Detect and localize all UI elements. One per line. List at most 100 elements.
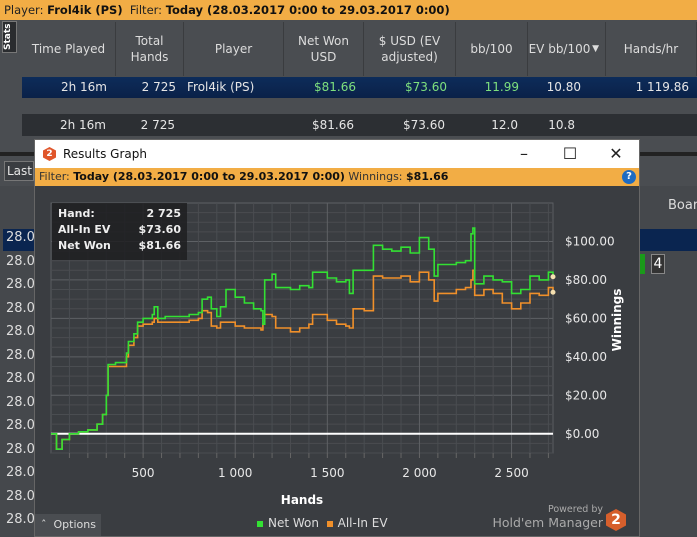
winnings-label: Winnings: (348, 170, 403, 183)
total-bb100: 12.0 (491, 118, 518, 132)
table-total-row: 2h 16m 2 725 $81.66 $73.60 12.0 10.8 (22, 114, 697, 136)
legend-swatch (326, 520, 333, 527)
bg-selected-row (640, 229, 697, 251)
player-filter-bar: Player: Frol4ik (PS) Filter: Today (28.0… (0, 0, 697, 20)
y-tick-label: $0.00 (565, 427, 599, 441)
window-title: Results Graph (63, 147, 147, 161)
winnings-value: $81.66 (406, 170, 449, 183)
col-player[interactable]: Player (184, 22, 284, 76)
maximize-button[interactable]: ☐ (562, 144, 578, 163)
last-button[interactable]: Last (4, 161, 34, 181)
date-cell[interactable]: 28.0 (6, 324, 35, 339)
tooltip-value: $73.60 (138, 223, 181, 236)
graph-filter-bar: Filter: Today (28.03.2017 0:00 to 29.03.… (35, 168, 639, 186)
hover-tooltip: Hand: 2 725 All-In EV $73.60 Net Won $81.66 (52, 203, 187, 260)
sort-desc-icon: ▼ (592, 44, 599, 54)
date-cell[interactable]: 28.0 (6, 300, 35, 316)
bg-selected-left (3, 229, 34, 251)
legend-label: All-In EV (337, 516, 388, 530)
legend-item-net-won[interactable]: Net Won (257, 516, 319, 530)
col-net-won[interactable]: Net Won USD (284, 22, 364, 76)
legend-swatch (257, 520, 263, 527)
results-graph-window: 2 Results Graph – ☐ ✕ Filter: Today (28.… (34, 139, 640, 537)
y-axis-label: Winnings (610, 289, 624, 352)
total-ev-adj: $73.60 (403, 118, 445, 132)
date-column: 28.0 28.0 28.0 28.0 28.0 28.0 28.0 28.0 28.0 28.0… (0, 228, 35, 534)
options-label: Options (53, 518, 96, 531)
legend-label: Net Won (268, 516, 319, 530)
col-ev-adjusted[interactable]: $ USD (EV adjusted) (364, 22, 456, 76)
total-time: 2h 16m (59, 118, 106, 132)
brand-name: Hold'em Manager (492, 515, 603, 530)
cell-hands: 2 725 (141, 80, 176, 94)
tooltip-row: All-In EV $73.60 (58, 223, 181, 239)
date-cell[interactable]: 28.0 (6, 230, 35, 245)
window-titlebar[interactable]: 2 Results Graph – ☐ ✕ (35, 140, 639, 168)
date-cell[interactable]: 28.0 (6, 418, 35, 433)
y-tick-label: $80.00 (565, 273, 607, 287)
cell-player: Frol4ik (PS) (187, 80, 255, 94)
x-tick-label: 2 000 (402, 466, 436, 480)
close-button[interactable]: ✕ (609, 144, 623, 163)
cell-ev-bb100: 10.80 (546, 80, 581, 94)
options-button[interactable]: ˆ Options (35, 514, 101, 536)
date-cell[interactable]: 28.0 (6, 512, 35, 527)
col-ev-bb100-label: EV bb/100 (528, 42, 591, 56)
cell-ev-adj: $73.60 (405, 80, 447, 94)
col-time-played[interactable]: Time Played (22, 22, 116, 76)
minimize-button[interactable]: – (520, 144, 528, 163)
date-cell[interactable]: 28.0 (6, 394, 35, 410)
help-icon[interactable]: ? (622, 170, 636, 184)
y-tick-label: $20.00 (565, 388, 607, 402)
date-cell[interactable]: 28.0 (6, 488, 35, 504)
series-line-net-won (51, 227, 554, 450)
filter-value: Today (28.03.2017 0:00 to 29.03.2017 0:0… (73, 170, 345, 183)
tooltip-label: Net Won (58, 239, 111, 252)
player-name: Frol4ik (PS) (47, 3, 123, 17)
series-end-point (550, 274, 556, 280)
tooltip-label: All-In EV (58, 223, 111, 236)
badge: 4 (651, 254, 665, 274)
date-cell[interactable]: 28.0 (6, 441, 35, 457)
col-total-hands[interactable]: Total Hands (116, 22, 184, 76)
y-tick-label: $100.00 (565, 234, 615, 248)
x-tick-label: 1 500 (310, 466, 344, 480)
filter-value: Today (28.03.2017 0:00 to 29.03.2017 0:0… (165, 3, 450, 17)
date-cell[interactable]: 28.0 (6, 277, 35, 292)
date-cell[interactable]: 28.0 (6, 347, 35, 363)
chevron-up-icon: ˆ (41, 518, 47, 531)
tooltip-row: Net Won $81.66 (58, 239, 181, 255)
x-tick-label: 2 500 (494, 466, 528, 480)
board-header[interactable]: Boar (668, 198, 697, 213)
col-ev-bb100[interactable]: EV bb/100 ▼ (528, 22, 606, 76)
tooltip-value: 2 725 (146, 207, 181, 220)
date-cell[interactable]: 28.0 (6, 253, 35, 269)
date-cell[interactable]: 28.0 (6, 465, 35, 480)
cell-net-won: $81.66 (314, 80, 356, 94)
powered-by: Powered by Hold'em Manager (492, 504, 603, 530)
total-net-won: $81.66 (312, 118, 354, 132)
cell-bb100: 11.99 (484, 80, 519, 94)
cell-hands-hr: 1 119.86 (635, 80, 689, 94)
table-row-selected[interactable]: 2h 16m 2 725 Frol4ik (PS) $81.66 $73.60 … (22, 77, 697, 98)
chart-legend: Net Won All-In EV (257, 516, 388, 530)
filter-label: Filter: (129, 3, 163, 17)
total-ev-bb100: 10.8 (548, 118, 575, 132)
player-label: Player: (4, 3, 44, 17)
col-hands-hr[interactable]: Hands/hr (606, 22, 697, 76)
stats-tab[interactable]: Stats (2, 21, 17, 53)
tooltip-label: Hand: (58, 207, 95, 220)
cell-time: 2h 16m (60, 80, 107, 94)
tooltip-value: $81.66 (138, 239, 181, 252)
date-cell[interactable]: 28.0 (6, 371, 35, 386)
x-axis-label: Hands (281, 493, 323, 507)
hm2-brand-logo-icon: 2 (606, 509, 626, 531)
total-hands: 2 725 (140, 118, 175, 132)
col-bb100[interactable]: bb/100 (456, 22, 528, 76)
hm2-logo-icon: 2 (43, 147, 56, 161)
legend-item-all-in-ev[interactable]: All-In EV (326, 516, 388, 530)
y-tick-label: $60.00 (565, 311, 607, 325)
tooltip-row: Hand: 2 725 (58, 207, 181, 223)
green-card-icon (640, 254, 645, 274)
series-end-point (550, 289, 556, 295)
